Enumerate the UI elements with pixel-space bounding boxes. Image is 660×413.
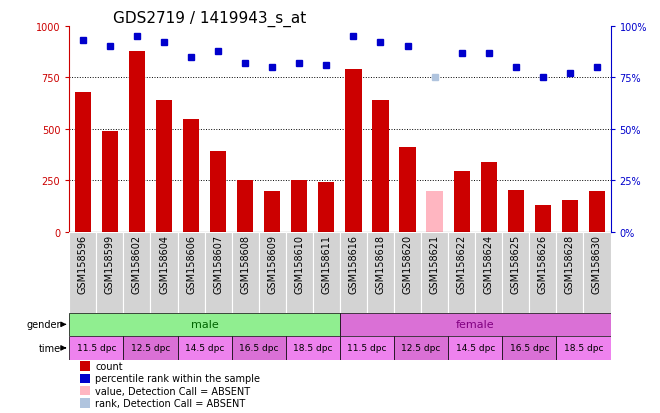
Bar	[129, 52, 145, 232]
Bar	[69, 336, 123, 360]
Text: GSM158604: GSM158604	[159, 235, 169, 294]
Bar	[345, 70, 362, 232]
Bar	[102, 132, 118, 232]
Bar	[340, 232, 367, 313]
Bar	[80, 361, 90, 371]
Bar	[291, 181, 308, 232]
Text: value, Detection Call = ABSENT: value, Detection Call = ABSENT	[95, 386, 250, 396]
Bar	[313, 232, 340, 313]
Text: time: time	[39, 343, 61, 353]
Text: rank, Detection Call = ABSENT: rank, Detection Call = ABSENT	[95, 398, 246, 408]
Bar	[123, 232, 150, 313]
Text: count: count	[95, 361, 123, 371]
Text: 11.5 dpc: 11.5 dpc	[77, 344, 116, 353]
Bar	[340, 336, 394, 360]
Text: GSM158608: GSM158608	[240, 235, 250, 294]
Bar	[205, 232, 232, 313]
Text: male: male	[191, 320, 218, 330]
Text: GSM158621: GSM158621	[430, 235, 440, 294]
Bar	[529, 232, 556, 313]
Bar	[475, 232, 502, 313]
Bar	[178, 336, 232, 360]
Text: GSM158606: GSM158606	[186, 235, 196, 294]
Bar	[69, 232, 96, 313]
Text: GSM158609: GSM158609	[267, 235, 277, 294]
Text: female: female	[456, 320, 494, 330]
Text: GSM158611: GSM158611	[321, 235, 331, 294]
Bar	[426, 191, 443, 232]
Bar	[480, 162, 497, 232]
Text: GSM158625: GSM158625	[511, 235, 521, 294]
Text: GSM158602: GSM158602	[132, 235, 142, 294]
Bar	[372, 101, 389, 232]
Bar	[80, 386, 90, 396]
Bar	[502, 336, 556, 360]
Text: GSM158628: GSM158628	[565, 235, 575, 294]
Bar	[367, 232, 394, 313]
Bar	[150, 232, 178, 313]
Text: 18.5 dpc: 18.5 dpc	[564, 344, 603, 353]
Bar	[123, 336, 178, 360]
Bar	[556, 336, 610, 360]
Bar	[237, 181, 253, 232]
Text: 14.5 dpc: 14.5 dpc	[185, 344, 224, 353]
Bar	[394, 336, 448, 360]
Bar	[394, 232, 421, 313]
Bar	[80, 398, 90, 408]
Bar	[210, 152, 226, 232]
Bar	[508, 190, 524, 232]
Bar	[183, 119, 199, 232]
Bar	[156, 101, 172, 232]
Bar	[535, 206, 551, 232]
Text: 11.5 dpc: 11.5 dpc	[347, 344, 387, 353]
Bar	[80, 374, 90, 383]
Bar	[556, 232, 583, 313]
Bar	[399, 148, 416, 232]
Text: GSM158624: GSM158624	[484, 235, 494, 294]
Text: gender: gender	[26, 320, 61, 330]
Bar	[264, 191, 280, 232]
Text: GDS2719 / 1419943_s_at: GDS2719 / 1419943_s_at	[113, 11, 306, 27]
Text: GSM158630: GSM158630	[592, 235, 602, 294]
Text: 16.5 dpc: 16.5 dpc	[239, 344, 279, 353]
Bar	[75, 93, 91, 232]
Text: 12.5 dpc: 12.5 dpc	[131, 344, 170, 353]
Bar	[562, 200, 578, 232]
Bar	[340, 313, 610, 336]
Bar	[318, 183, 335, 232]
Bar	[232, 336, 286, 360]
Text: 16.5 dpc: 16.5 dpc	[510, 344, 549, 353]
Bar	[259, 232, 286, 313]
Bar	[286, 232, 313, 313]
Text: percentile rank within the sample: percentile rank within the sample	[95, 373, 260, 383]
Bar	[448, 232, 475, 313]
Bar	[421, 232, 448, 313]
Bar	[96, 232, 123, 313]
Bar	[589, 191, 605, 232]
Text: GSM158622: GSM158622	[457, 235, 467, 294]
Text: GSM158610: GSM158610	[294, 235, 304, 294]
Text: 12.5 dpc: 12.5 dpc	[401, 344, 441, 353]
Text: GSM158596: GSM158596	[78, 235, 88, 294]
Bar	[178, 232, 205, 313]
Text: GSM158618: GSM158618	[376, 235, 385, 294]
Text: 14.5 dpc: 14.5 dpc	[455, 344, 495, 353]
Bar	[69, 313, 340, 336]
Text: GSM158607: GSM158607	[213, 235, 223, 294]
Text: GSM158626: GSM158626	[538, 235, 548, 294]
Text: GSM158599: GSM158599	[105, 235, 115, 294]
Bar	[502, 232, 529, 313]
Text: GSM158620: GSM158620	[403, 235, 412, 294]
Bar	[448, 336, 502, 360]
Bar	[453, 172, 470, 232]
Bar	[286, 336, 340, 360]
Text: GSM158616: GSM158616	[348, 235, 358, 294]
Text: 18.5 dpc: 18.5 dpc	[293, 344, 333, 353]
Bar	[232, 232, 259, 313]
Bar	[583, 232, 611, 313]
